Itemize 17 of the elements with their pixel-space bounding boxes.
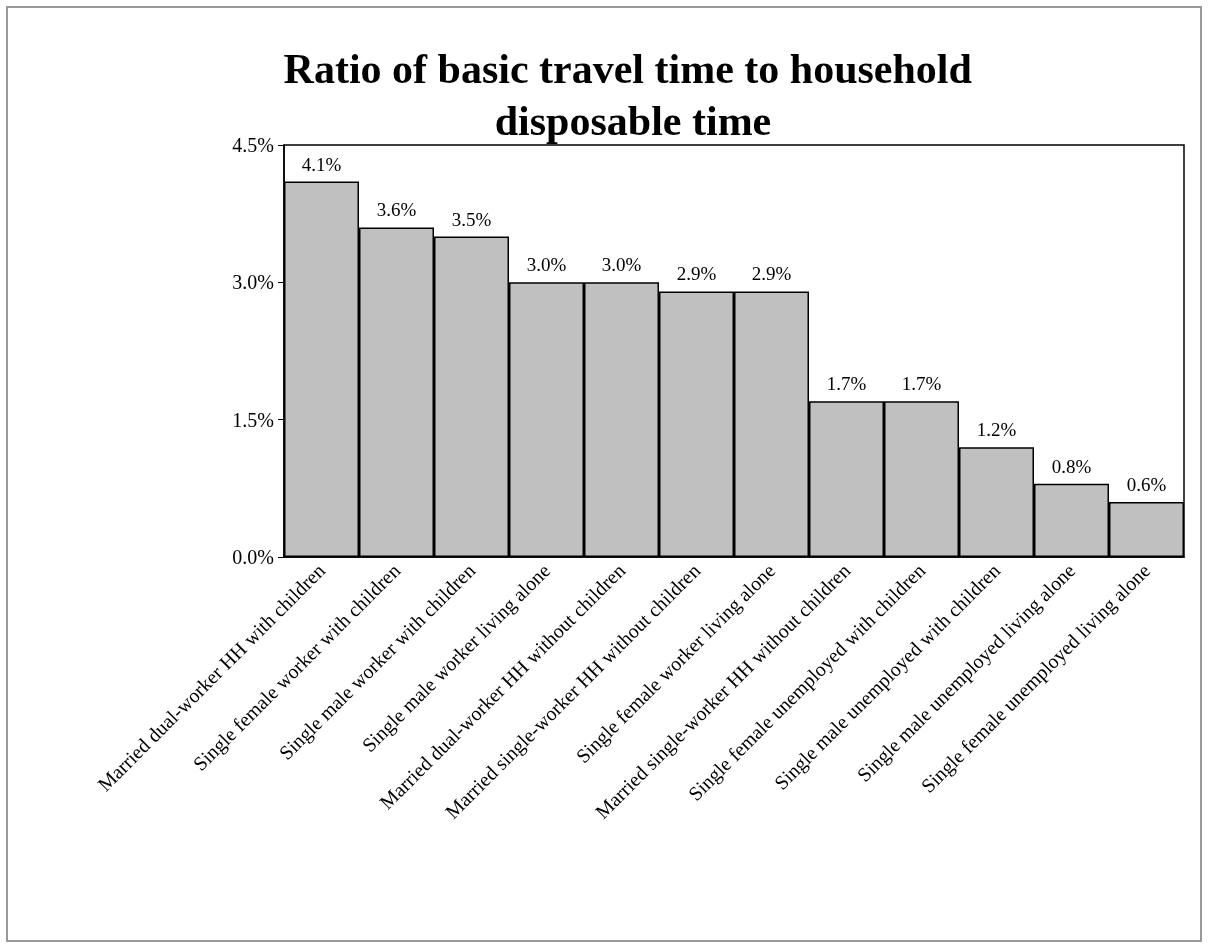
data-label: 0.8% — [1051, 455, 1092, 477]
data-label: 3.6% — [376, 199, 417, 221]
chart-title: Ratio of basic travel time to household disposable time — [283, 46, 983, 144]
data-label: 3.0% — [601, 254, 642, 276]
data-label: 1.7% — [901, 373, 942, 395]
data-label: 4.1% — [301, 153, 342, 175]
data-label: 2.9% — [751, 263, 792, 285]
data-label: 2.9% — [676, 263, 717, 285]
y-tick-label: 1.5% — [232, 408, 274, 431]
data-label: 3.0% — [526, 254, 567, 276]
y-tick-label: 0.0% — [232, 546, 274, 568]
data-label: 1.2% — [976, 419, 1017, 441]
y-tick-label: 3.0% — [232, 271, 274, 294]
data-label: 3.5% — [451, 208, 492, 230]
y-tick-label: 4.5% — [232, 134, 274, 156]
data-label: 0.6% — [1126, 474, 1167, 496]
data-label: 1.7% — [826, 373, 867, 395]
